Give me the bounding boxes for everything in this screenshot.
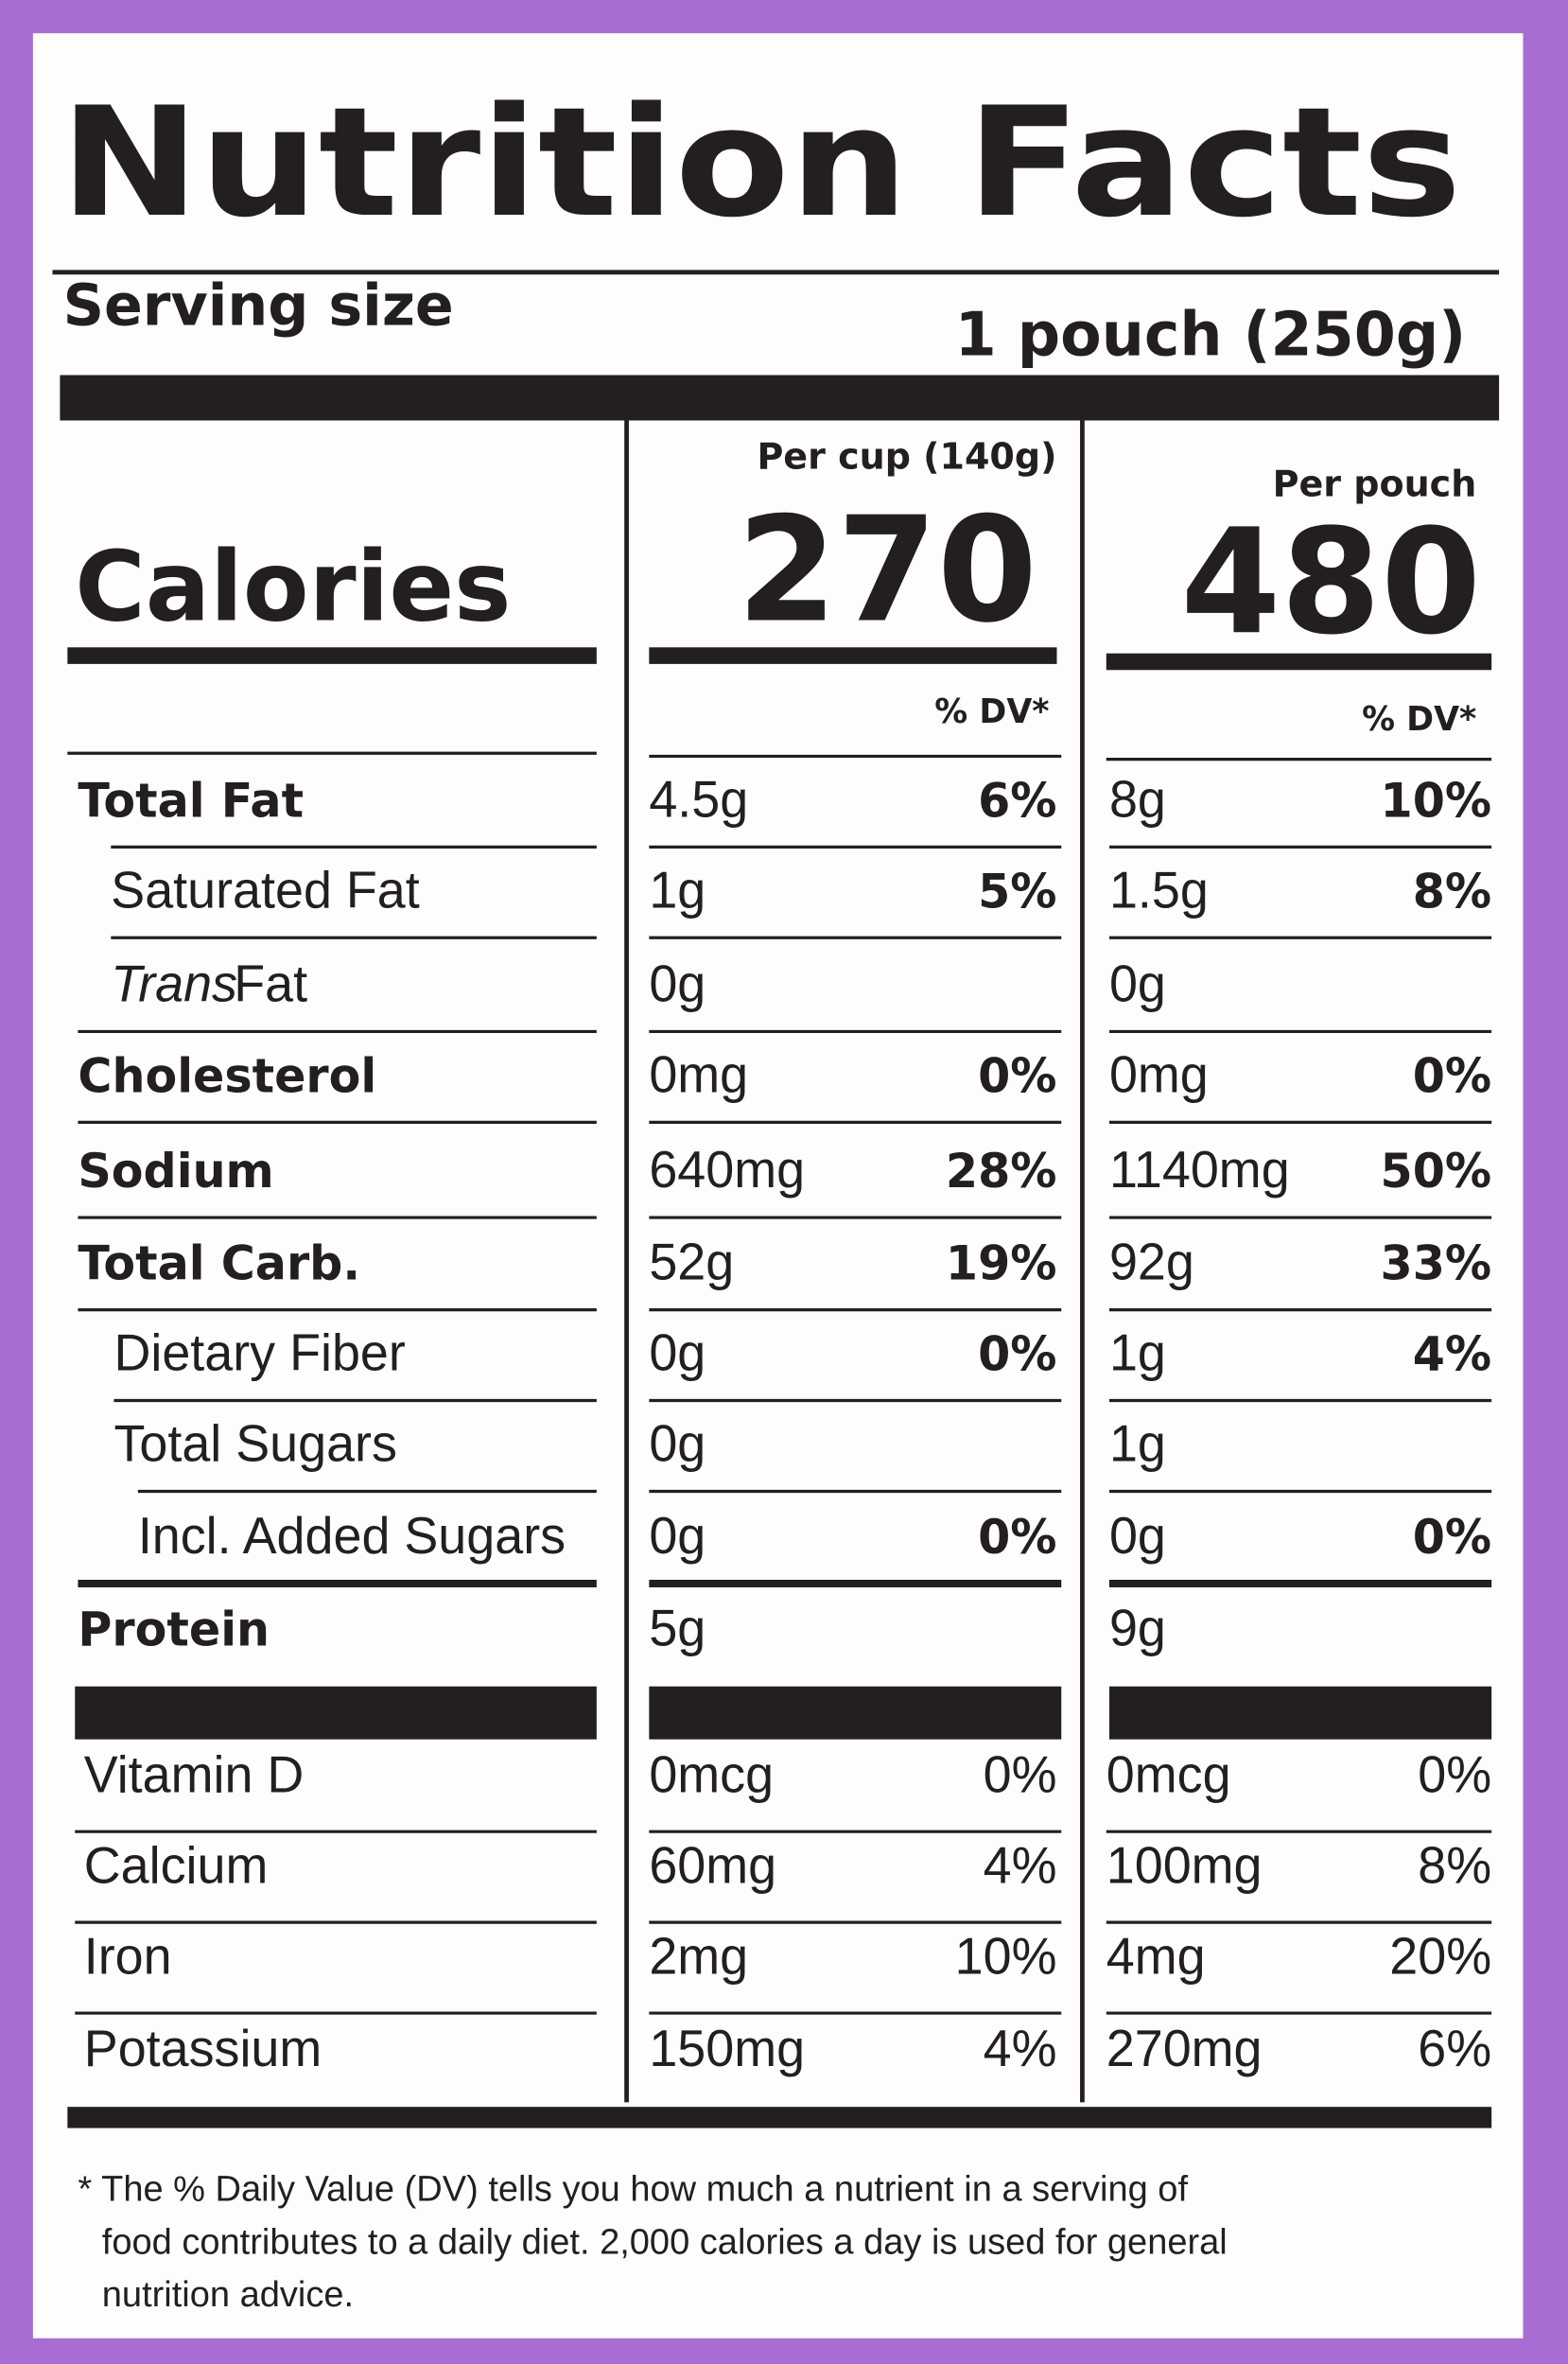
cup-amount: 0g (649, 1415, 706, 1472)
cup-amount: 52g (649, 1234, 734, 1290)
pouch-dv: 10% (1381, 773, 1492, 828)
col-header: Per cup (140g) (757, 436, 1056, 478)
cup-dv: 5% (978, 864, 1056, 919)
calories-value: 270 (737, 486, 1037, 656)
cup-dv: 0% (978, 1510, 1056, 1565)
pouch-amount: 270mg (1106, 2021, 1263, 2077)
cup-amount: 150mg (649, 2021, 805, 2077)
pouch-amount: 92g (1109, 1234, 1194, 1290)
pouch-dv: 6% (1418, 2021, 1491, 2077)
cup-amount: 60mg (649, 1837, 776, 1894)
cup-amount: 1g (649, 862, 706, 919)
cup-amount: 0g (649, 955, 706, 1012)
cup-amount: 2mg (649, 1928, 748, 1985)
pouch-amount: 9g (1109, 1600, 1166, 1656)
pouch-amount: 1.5g (1109, 862, 1209, 919)
nutrient-name: Total Carb. (78, 1235, 360, 1290)
thick-bar (75, 1686, 597, 1740)
cup-dv: 28% (946, 1144, 1057, 1199)
vitamin-name: Potassium (84, 2021, 322, 2077)
cup-dv: 0% (978, 1048, 1056, 1103)
thick-rule (649, 647, 1057, 664)
calories-value: 480 (1180, 499, 1481, 668)
pouch-dv: 20% (1389, 1928, 1491, 1985)
nutrient-name: Sodium (78, 1144, 273, 1199)
nutrient-name: Total Fat (78, 773, 304, 828)
thick-bar (649, 1686, 1062, 1740)
cup-dv: 10% (955, 1928, 1057, 1985)
nutrient-name: Total Sugars (113, 1415, 396, 1472)
cup-amount: 0mcg (649, 1746, 774, 1803)
pouch-amount: 0g (1109, 955, 1166, 1012)
pouch-amount: 1140mg (1109, 1142, 1290, 1199)
vitamin-name: Iron (84, 1928, 172, 1985)
cup-amount: 0g (649, 1324, 706, 1381)
footnote: * The % Daily Value (DV) tells you how m… (78, 2168, 1188, 2209)
pouch-amount: 8g (1109, 771, 1166, 828)
pouch-dv: 50% (1381, 1144, 1492, 1199)
cup-dv: 0% (978, 1326, 1056, 1381)
thick-rule (1106, 653, 1492, 671)
cup-dv: 6% (978, 773, 1056, 828)
pouch-amount: 0mcg (1106, 1746, 1231, 1803)
title: Nutrition Facts (60, 74, 1461, 251)
pouch-dv: 0% (1413, 1510, 1491, 1565)
pouch-dv: 4% (1413, 1326, 1491, 1381)
nutrient-name: Protein (78, 1602, 270, 1656)
cup-amount: 5g (649, 1600, 706, 1656)
col-header: Per pouch (1273, 464, 1477, 505)
pouch-dv: 33% (1381, 1235, 1492, 1290)
pouch-dv: 0% (1413, 1048, 1491, 1103)
pouch-dv: 8% (1413, 864, 1491, 919)
nutrient-name: Cholesterol (78, 1048, 376, 1103)
cup-amount: 0g (649, 1508, 706, 1565)
nutrient-name: Incl. Added Sugars (138, 1508, 566, 1565)
cup-amount: 640mg (649, 1142, 805, 1199)
cup-dv: 4% (984, 2021, 1057, 2077)
nutrient-name: Trans (111, 955, 237, 1012)
footnote: nutrition advice. (102, 2274, 354, 2315)
pouch-amount: 4mg (1106, 1928, 1206, 1985)
pouch-amount: 0g (1109, 1508, 1166, 1565)
pouch-amount: 1g (1109, 1415, 1166, 1472)
dv-header: % DV* (934, 692, 1049, 731)
pouch-amount: 0mg (1109, 1046, 1209, 1103)
pouch-amount: 1g (1109, 1324, 1166, 1381)
nutrient-name: Saturated Fat (111, 862, 419, 919)
calories-label: Calories (75, 531, 511, 644)
nutrient-name: Fat (234, 955, 307, 1012)
pouch-amount: 100mg (1106, 1837, 1263, 1894)
cup-amount: 4.5g (649, 771, 748, 828)
cup-dv: 19% (946, 1235, 1057, 1290)
serving-value: 1 pouch (250g) (955, 300, 1467, 370)
pouch-dv: 8% (1418, 1837, 1491, 1894)
thick-bar (67, 2107, 1492, 2128)
vitamin-name: Calcium (84, 1837, 269, 1894)
pouch-dv: 0% (1418, 1746, 1491, 1803)
thick-bar (1108, 1686, 1492, 1740)
cup-amount: 0mg (649, 1046, 748, 1103)
dv-header: % DV* (1362, 700, 1476, 739)
cup-dv: 4% (984, 1837, 1057, 1894)
vitamin-name: Vitamin D (84, 1746, 305, 1803)
footnote: food contributes to a daily diet. 2,000 … (102, 2221, 1228, 2262)
nutrient-name: Dietary Fiber (113, 1324, 405, 1381)
cup-dv: 0% (984, 1746, 1057, 1803)
thick-bar (60, 375, 1500, 421)
serving-label: Serving size (63, 273, 454, 340)
thick-rule (67, 647, 597, 664)
